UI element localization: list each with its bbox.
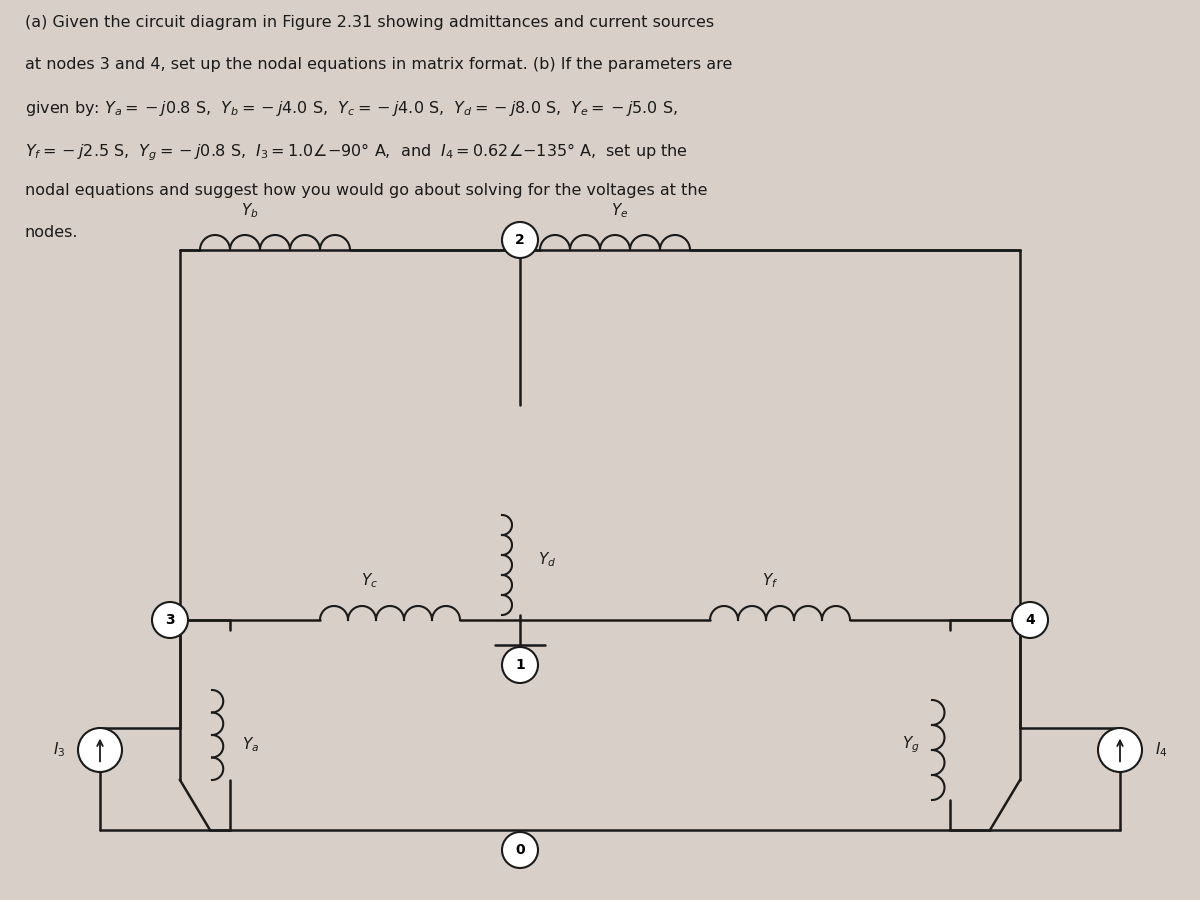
Text: $I_4$: $I_4$ (1154, 741, 1168, 760)
Text: nodes.: nodes. (25, 225, 78, 240)
Circle shape (78, 728, 122, 772)
Text: 1: 1 (515, 658, 524, 672)
Text: $Y_f$: $Y_f$ (762, 572, 778, 590)
Text: $Y_b$: $Y_b$ (241, 202, 259, 220)
Text: at nodes 3 and 4, set up the nodal equations in matrix format. (b) If the parame: at nodes 3 and 4, set up the nodal equat… (25, 57, 732, 72)
Text: nodal equations and suggest how you would go about solving for the voltages at t: nodal equations and suggest how you woul… (25, 183, 708, 198)
Text: $Y_d$: $Y_d$ (538, 551, 556, 570)
Text: 3: 3 (166, 613, 175, 627)
Text: $Y_f = -j2.5$ S,  $Y_g = -j0.8$ S,  $I_3 = 1.0\angle{-90°}$ A,  and  $I_4 = 0.62: $Y_f = -j2.5$ S, $Y_g = -j0.8$ S, $I_3 =… (25, 141, 688, 163)
Text: given by: $Y_a = -j0.8$ S,  $Y_b = -j4.0$ S,  $Y_c = -j4.0$ S,  $Y_d = -j8.0$ S,: given by: $Y_a = -j0.8$ S, $Y_b = -j4.0$… (25, 99, 678, 118)
Circle shape (152, 602, 188, 638)
Text: $Y_g$: $Y_g$ (902, 734, 920, 755)
Text: $I_3$: $I_3$ (53, 741, 65, 760)
Circle shape (502, 222, 538, 258)
Text: 0: 0 (515, 843, 524, 857)
Circle shape (502, 832, 538, 868)
Text: 4: 4 (1025, 613, 1034, 627)
Circle shape (1098, 728, 1142, 772)
Text: $Y_e$: $Y_e$ (611, 202, 629, 220)
Text: 2: 2 (515, 233, 524, 247)
Circle shape (1012, 602, 1048, 638)
Text: $Y_c$: $Y_c$ (361, 572, 378, 590)
Text: $Y_a$: $Y_a$ (242, 735, 259, 754)
Text: (a) Given the circuit diagram in Figure 2.31 showing admittances and current sou: (a) Given the circuit diagram in Figure … (25, 15, 714, 30)
Circle shape (502, 647, 538, 683)
